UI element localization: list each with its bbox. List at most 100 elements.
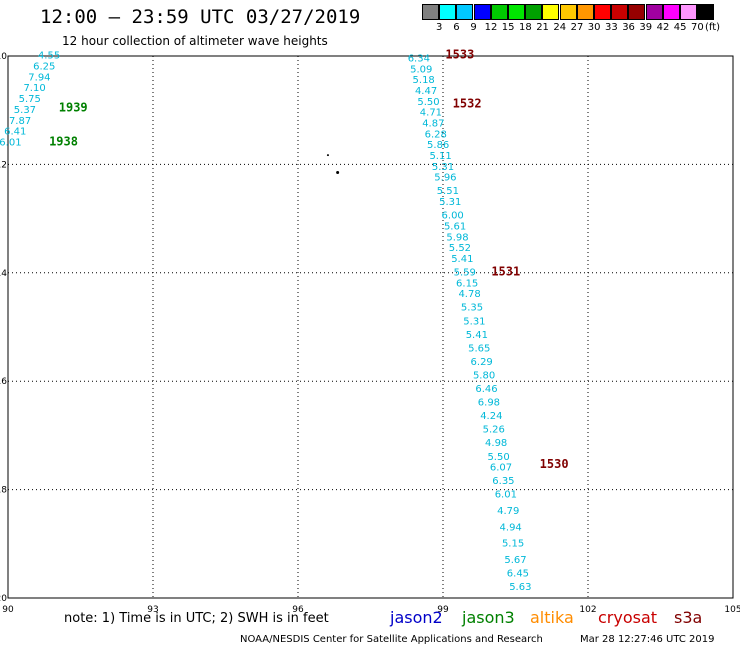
swh-value: 6.35 [492,476,514,487]
swh-value: 5.11 [429,151,451,162]
swh-value: 5.52 [449,243,471,254]
legend-label: 30 [587,22,601,33]
legend-swatch [456,4,474,20]
y-tick-label: -20 [0,594,7,604]
swh-value: 4.78 [458,289,480,300]
legend-label: 24 [553,22,567,33]
satellite-label-jason3: jason3 [462,608,515,627]
y-tick-label: -16 [0,377,7,387]
y-tick-label: -10 [0,52,7,62]
legend-label: 27 [570,22,584,33]
swh-value: 4.79 [497,506,519,517]
swh-value: 5.31 [432,162,454,173]
x-tick-label: 102 [579,605,596,615]
island-mark [336,171,340,175]
swh-value: 4.98 [485,438,507,449]
x-tick-label: 90 [2,605,14,615]
legend-label: 70 [691,22,704,33]
legend-swatch [628,4,646,20]
satellite-label-s3a: s3a [674,608,703,627]
legend-swatch [525,4,543,20]
pass-time-label: 1530 [540,457,569,471]
swh-value: 6.29 [471,357,493,368]
legend-swatch [576,4,594,20]
pass-time-label: 1533 [445,48,474,62]
legend-swatch [508,4,525,20]
legend-swatch [559,4,577,20]
footer-credit: NOAA/NESDIS Center for Satellite Applica… [240,634,543,645]
swh-value: 4.71 [420,108,442,119]
pass-time-label: 1532 [453,96,482,110]
swh-value: 6.34 [408,53,430,64]
swh-value: 5.50 [417,97,439,108]
swh-value: 4.24 [480,411,502,422]
satellite-label-altika: altika [530,608,574,627]
swh-value: 5.35 [461,303,483,314]
legend-label: 33 [605,22,618,33]
legend-label: 12 [484,22,498,33]
pass-time-label: 1531 [491,265,520,279]
y-tick-label: -14 [0,269,7,279]
swh-value: 5.18 [413,75,435,86]
swh-value: 7.94 [28,72,50,83]
swh-value: 5.96 [434,173,456,184]
swh-value: 6.98 [478,398,500,409]
swh-value: 5.65 [468,343,490,354]
swh-value: 6.45 [507,568,529,579]
legend-swatch [422,4,439,20]
legend-swatch [490,4,508,20]
swh-value: 7.87 [9,116,31,127]
x-tick-label: 96 [292,605,304,615]
footer-timestamp: Mar 28 12:27:46 UTC 2019 [580,634,715,645]
swh-value: 6.01 [0,137,22,148]
plot-frame [7,55,734,599]
swh-value: 5.51 [437,186,459,197]
pass-time-label: 1939 [59,100,88,114]
legend-label: 45 [673,22,687,33]
legend-swatch [662,4,680,20]
swh-value: 6.25 [33,62,55,73]
swh-value: 4.47 [415,86,437,97]
legend-label: 36 [622,22,635,33]
legend-label: 42 [656,22,670,33]
swh-value: 6.28 [425,129,447,140]
swh-value: 5.59 [454,268,476,279]
swh-value: 5.15 [502,539,524,550]
legend-label: 3 [436,22,443,33]
legend-swatch [594,4,611,20]
satellite-label-cryosat: cryosat [598,608,658,627]
x-tick-label: 93 [147,605,158,615]
legend-label: 15 [501,22,515,33]
swh-value: 4.94 [500,522,522,533]
island-mark [326,154,329,157]
swh-value: 5.61 [444,221,466,232]
swh-value: 6.15 [456,278,478,289]
legend-swatch [473,4,491,20]
swh-value: 5.50 [487,452,509,463]
legend-swatch [680,4,697,20]
swh-value: 6.46 [475,384,497,395]
swh-value: 5.86 [427,140,449,151]
swh-value: 5.31 [463,316,485,327]
swh-value: 6.00 [442,211,464,222]
legend-swatch [439,4,457,20]
legend-label: 9 [470,22,477,33]
footer-note: note: 1) Time is in UTC; 2) SWH is in fe… [64,611,329,626]
swh-value: 5.80 [473,370,495,381]
swh-value: 5.09 [410,64,432,75]
x-tick-label: 105 [724,605,740,615]
swh-value: 5.75 [19,94,41,105]
legend-swatch [611,4,629,20]
swh-value: 6.01 [495,490,517,501]
satellite-label-jason2: jason2 [390,608,443,627]
y-tick-label: -12 [0,160,7,170]
legend-label: 6 [453,22,460,33]
swh-value: 6.41 [4,127,26,138]
legend-swatch [697,4,715,20]
x-tick-label: 99 [437,605,449,615]
swh-value: 7.10 [23,83,45,94]
swh-value: 5.31 [439,197,461,208]
swh-value: 6.07 [490,463,512,474]
legend-label: 21 [536,22,549,33]
